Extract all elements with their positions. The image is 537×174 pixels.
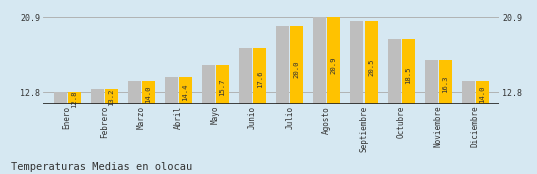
- Bar: [425, 60, 438, 104]
- Text: 14.0: 14.0: [480, 85, 485, 103]
- Bar: [351, 21, 364, 104]
- Bar: [276, 26, 289, 104]
- Bar: [388, 39, 401, 104]
- Bar: [202, 65, 215, 104]
- Text: 15.7: 15.7: [220, 78, 226, 96]
- Bar: [402, 39, 415, 104]
- Bar: [239, 48, 252, 104]
- Bar: [313, 17, 326, 104]
- Bar: [165, 77, 178, 104]
- Bar: [216, 65, 229, 104]
- Text: 18.5: 18.5: [405, 66, 411, 84]
- Bar: [365, 21, 378, 104]
- Text: 20.5: 20.5: [368, 58, 374, 76]
- Text: 16.3: 16.3: [442, 76, 448, 93]
- Bar: [291, 26, 303, 104]
- Bar: [476, 81, 489, 104]
- Text: 20.0: 20.0: [294, 60, 300, 78]
- Bar: [128, 81, 141, 104]
- Bar: [68, 92, 81, 104]
- Bar: [179, 77, 192, 104]
- Text: 14.4: 14.4: [183, 84, 188, 101]
- Bar: [105, 89, 118, 104]
- Bar: [253, 48, 266, 104]
- Bar: [54, 92, 67, 104]
- Text: 12.8: 12.8: [71, 90, 77, 108]
- Text: 13.2: 13.2: [108, 89, 114, 106]
- Bar: [91, 89, 104, 104]
- Bar: [142, 81, 155, 104]
- Bar: [439, 60, 452, 104]
- Bar: [462, 81, 475, 104]
- Text: Temperaturas Medias en olocau: Temperaturas Medias en olocau: [11, 162, 192, 172]
- Text: 14.0: 14.0: [146, 85, 151, 103]
- Text: 20.9: 20.9: [331, 56, 337, 74]
- Text: 17.6: 17.6: [257, 70, 263, 88]
- Bar: [328, 17, 340, 104]
